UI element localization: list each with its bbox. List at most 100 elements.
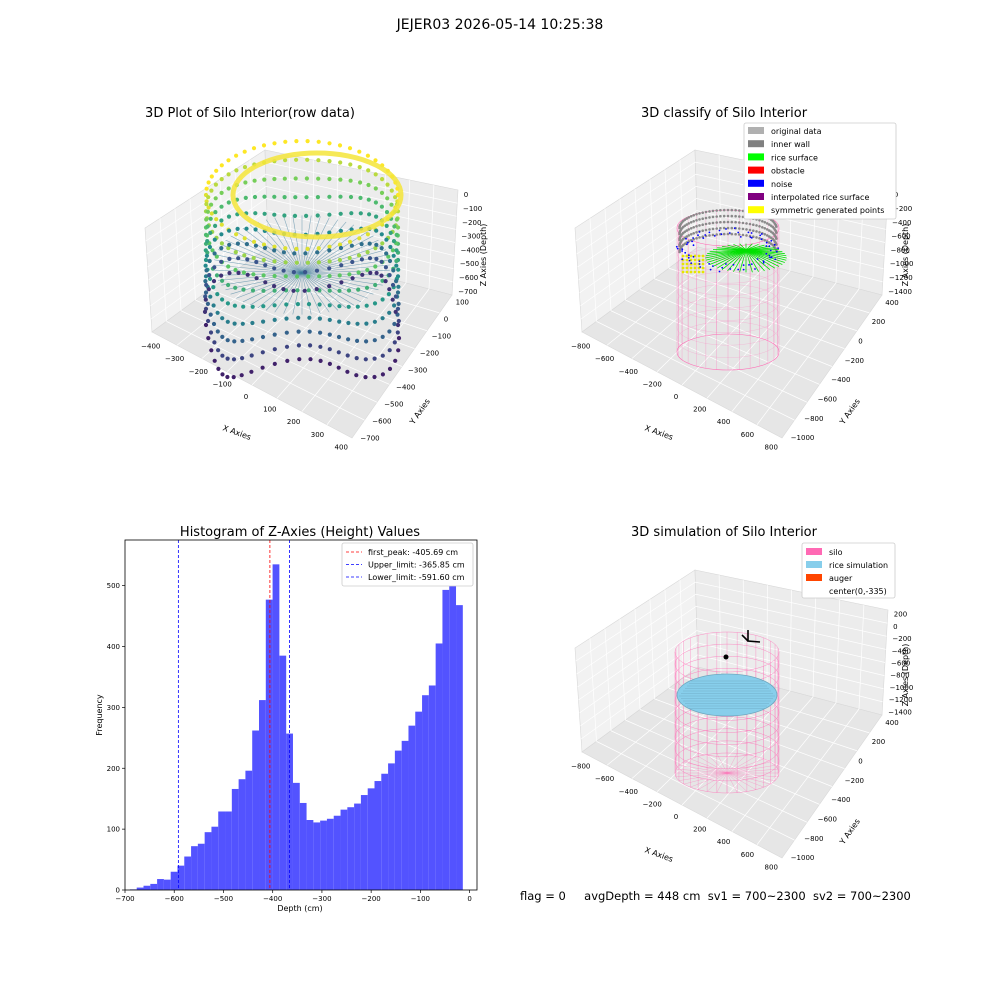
raw-point	[272, 332, 277, 337]
noise-point	[692, 244, 695, 247]
y-tick-label: −600	[818, 395, 837, 403]
raw-scan-ray	[249, 272, 303, 306]
raw-point	[338, 245, 344, 251]
raw-point	[261, 257, 266, 263]
z-tick-label: −200	[893, 205, 912, 213]
inner-wall-point	[763, 227, 767, 230]
raw-point	[373, 172, 378, 177]
y-tick-label: 200	[107, 765, 120, 773]
raw-point	[250, 304, 255, 309]
raw-point	[316, 139, 321, 144]
raw-point	[365, 232, 370, 237]
symmetric-point	[685, 262, 689, 266]
y-tick-label: −100	[432, 332, 451, 340]
raw-point	[272, 303, 277, 308]
raw-point	[226, 264, 231, 269]
raw-point	[327, 273, 332, 279]
raw-point	[396, 267, 401, 272]
raw-point	[292, 251, 297, 256]
raw-point	[367, 256, 373, 261]
raw-point	[283, 260, 288, 265]
raw-point	[373, 200, 378, 205]
raw-point	[284, 344, 290, 349]
x-tick-label: −600	[165, 895, 184, 903]
x-tick-label: −600	[595, 355, 614, 363]
raw-point	[272, 266, 277, 271]
raw-point	[208, 216, 213, 221]
floor-pane	[581, 246, 883, 439]
raw-point	[380, 372, 385, 377]
symmetric-point	[685, 258, 689, 262]
raw-point	[306, 288, 311, 293]
histogram-bar	[231, 788, 239, 890]
x-tick-label: 200	[693, 406, 706, 414]
noise-point	[698, 263, 701, 265]
noise-point	[709, 268, 712, 271]
raw-point	[284, 302, 289, 307]
rice-surface-ray	[721, 249, 747, 270]
legend-swatch	[806, 561, 822, 568]
z-tick-label: 200	[894, 611, 907, 619]
raw-point	[350, 259, 355, 265]
raw-point	[356, 253, 362, 258]
rice-surface-ray	[739, 249, 747, 273]
raw-point	[243, 180, 248, 185]
raw-point	[305, 246, 310, 251]
raw-point	[204, 282, 209, 288]
legend-swatch	[748, 166, 764, 174]
inner-wall-point	[775, 231, 778, 234]
x-tick-label: 400	[717, 838, 730, 846]
raw-point	[338, 160, 343, 165]
floor-pane	[151, 246, 453, 439]
raw-point	[327, 303, 332, 308]
x-tick-label: 200	[693, 826, 706, 834]
raw-scan-ray	[301, 272, 330, 313]
noise-point	[675, 245, 678, 248]
classify-silo-ring	[676, 247, 780, 284]
raw-point	[388, 230, 393, 235]
raw-point	[294, 246, 299, 251]
inner-wall-point	[704, 210, 708, 214]
raw-point	[338, 194, 343, 199]
raw-point	[272, 248, 277, 253]
silo-floor-spoke	[716, 772, 728, 793]
inner-wall-point	[758, 219, 761, 222]
figure-title: JEJER03 2026-05-14 10:25:38	[396, 17, 604, 33]
wall-grid-line	[150, 234, 453, 320]
wall-grid-line	[812, 594, 816, 698]
symmetric-point	[685, 254, 689, 258]
y-tick-label: −700	[360, 435, 379, 443]
silo-floor-spoke	[698, 772, 728, 790]
raw-point	[346, 320, 351, 326]
raw-point	[393, 309, 398, 314]
histogram-bar	[279, 655, 287, 890]
raw-point	[272, 176, 277, 182]
raw-point	[387, 310, 392, 315]
silo-floor-spoke	[726, 772, 764, 788]
x-tick-label: 400	[717, 418, 730, 426]
raw-point	[272, 212, 277, 217]
histogram-bar	[381, 773, 389, 890]
z-tick-label: −100	[463, 205, 482, 213]
raw-point	[374, 242, 379, 247]
raw-point	[206, 318, 211, 324]
raw-point	[336, 365, 341, 370]
x-tick-label: 400	[335, 443, 348, 451]
raw-point	[208, 230, 213, 235]
raw-point	[394, 217, 399, 222]
noise-point	[685, 237, 687, 240]
raw-point	[338, 228, 343, 233]
histogram-bar	[306, 820, 314, 890]
raw-point	[380, 241, 385, 246]
raw-point	[379, 273, 384, 278]
histogram-bar	[170, 871, 178, 890]
raw-point	[260, 350, 265, 355]
wall-grid-line	[664, 169, 670, 269]
inner-wall-point	[701, 211, 704, 214]
histogram-bar	[360, 795, 368, 890]
noise-point	[691, 240, 693, 243]
raw-point	[251, 239, 257, 244]
raw-point	[327, 332, 332, 337]
rice-surface-ray	[745, 249, 780, 267]
noise-point	[708, 231, 711, 234]
